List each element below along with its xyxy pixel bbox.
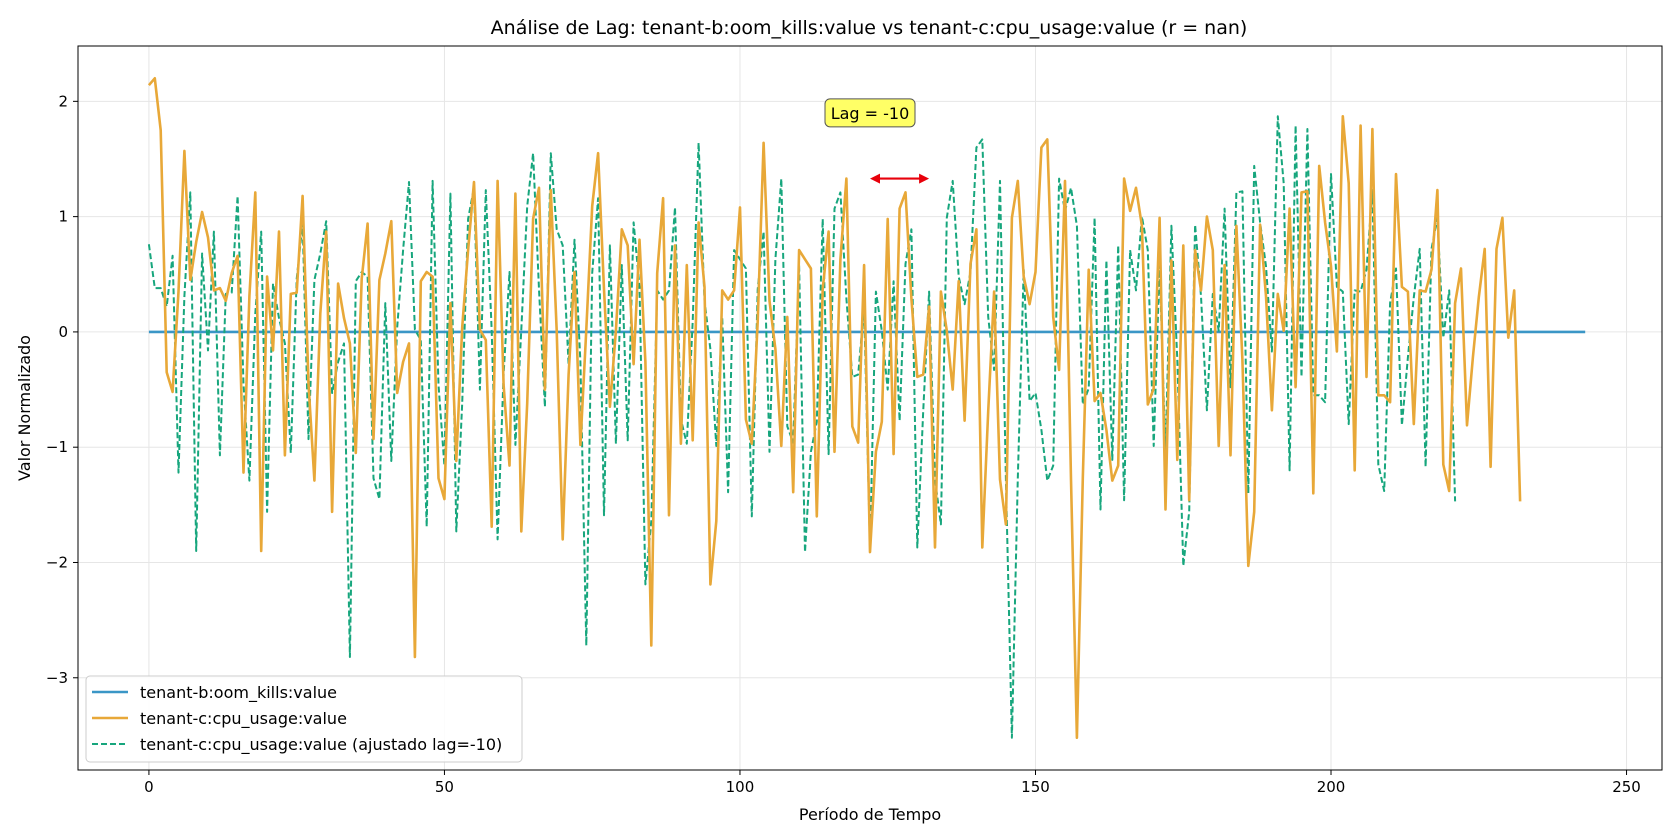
legend-label-cpu-usage-lagged: tenant-c:cpu_usage:value (ajustado lag=-… (140, 735, 502, 755)
lag-label-box (824, 98, 916, 128)
legend-label-oom-kills: tenant-b:oom_kills:value (140, 683, 337, 703)
y-tick-label: 0 (58, 323, 68, 341)
x-axis-ticks: 0 50 100 150 200 250 (144, 770, 1641, 796)
x-tick-label: 200 (1317, 778, 1346, 796)
plot-series (147, 77, 1586, 740)
y-tick-label: −1 (46, 438, 68, 456)
x-tick-label: 250 (1612, 778, 1641, 796)
y-axis-label: Valor Normalizado (15, 335, 34, 481)
y-tick-label: 2 (58, 92, 68, 110)
y-axis-ticks: −3 −2 −1 0 1 2 (46, 92, 78, 687)
y-tick-label: −3 (46, 669, 68, 687)
lag-annotation: Lag = -10 (824, 98, 930, 184)
series-line-cpu-usage (147, 77, 1522, 740)
legend-box (85, 675, 523, 763)
y-tick-label: −2 (46, 553, 68, 571)
x-tick-label: 100 (726, 778, 755, 796)
y-tick-label: 1 (58, 208, 68, 226)
x-tick-label: 50 (435, 778, 454, 796)
chart-title: Análise de Lag: tenant-b:oom_kills:value… (491, 17, 1248, 39)
plot-frame (77, 45, 1663, 771)
x-axis-label: Período de Tempo (799, 805, 941, 824)
legend-label-cpu-usage: tenant-c:cpu_usage:value (140, 709, 347, 729)
lag-arrow-head-right (919, 173, 930, 184)
x-tick-label: 150 (1021, 778, 1050, 796)
legend: tenant-b:oom_kills:value tenant-c:cpu_us… (85, 675, 523, 763)
x-tick-label: 0 (144, 778, 154, 796)
lag-arrow-head-left (870, 173, 880, 184)
lag-label: Lag = -10 (831, 104, 910, 123)
